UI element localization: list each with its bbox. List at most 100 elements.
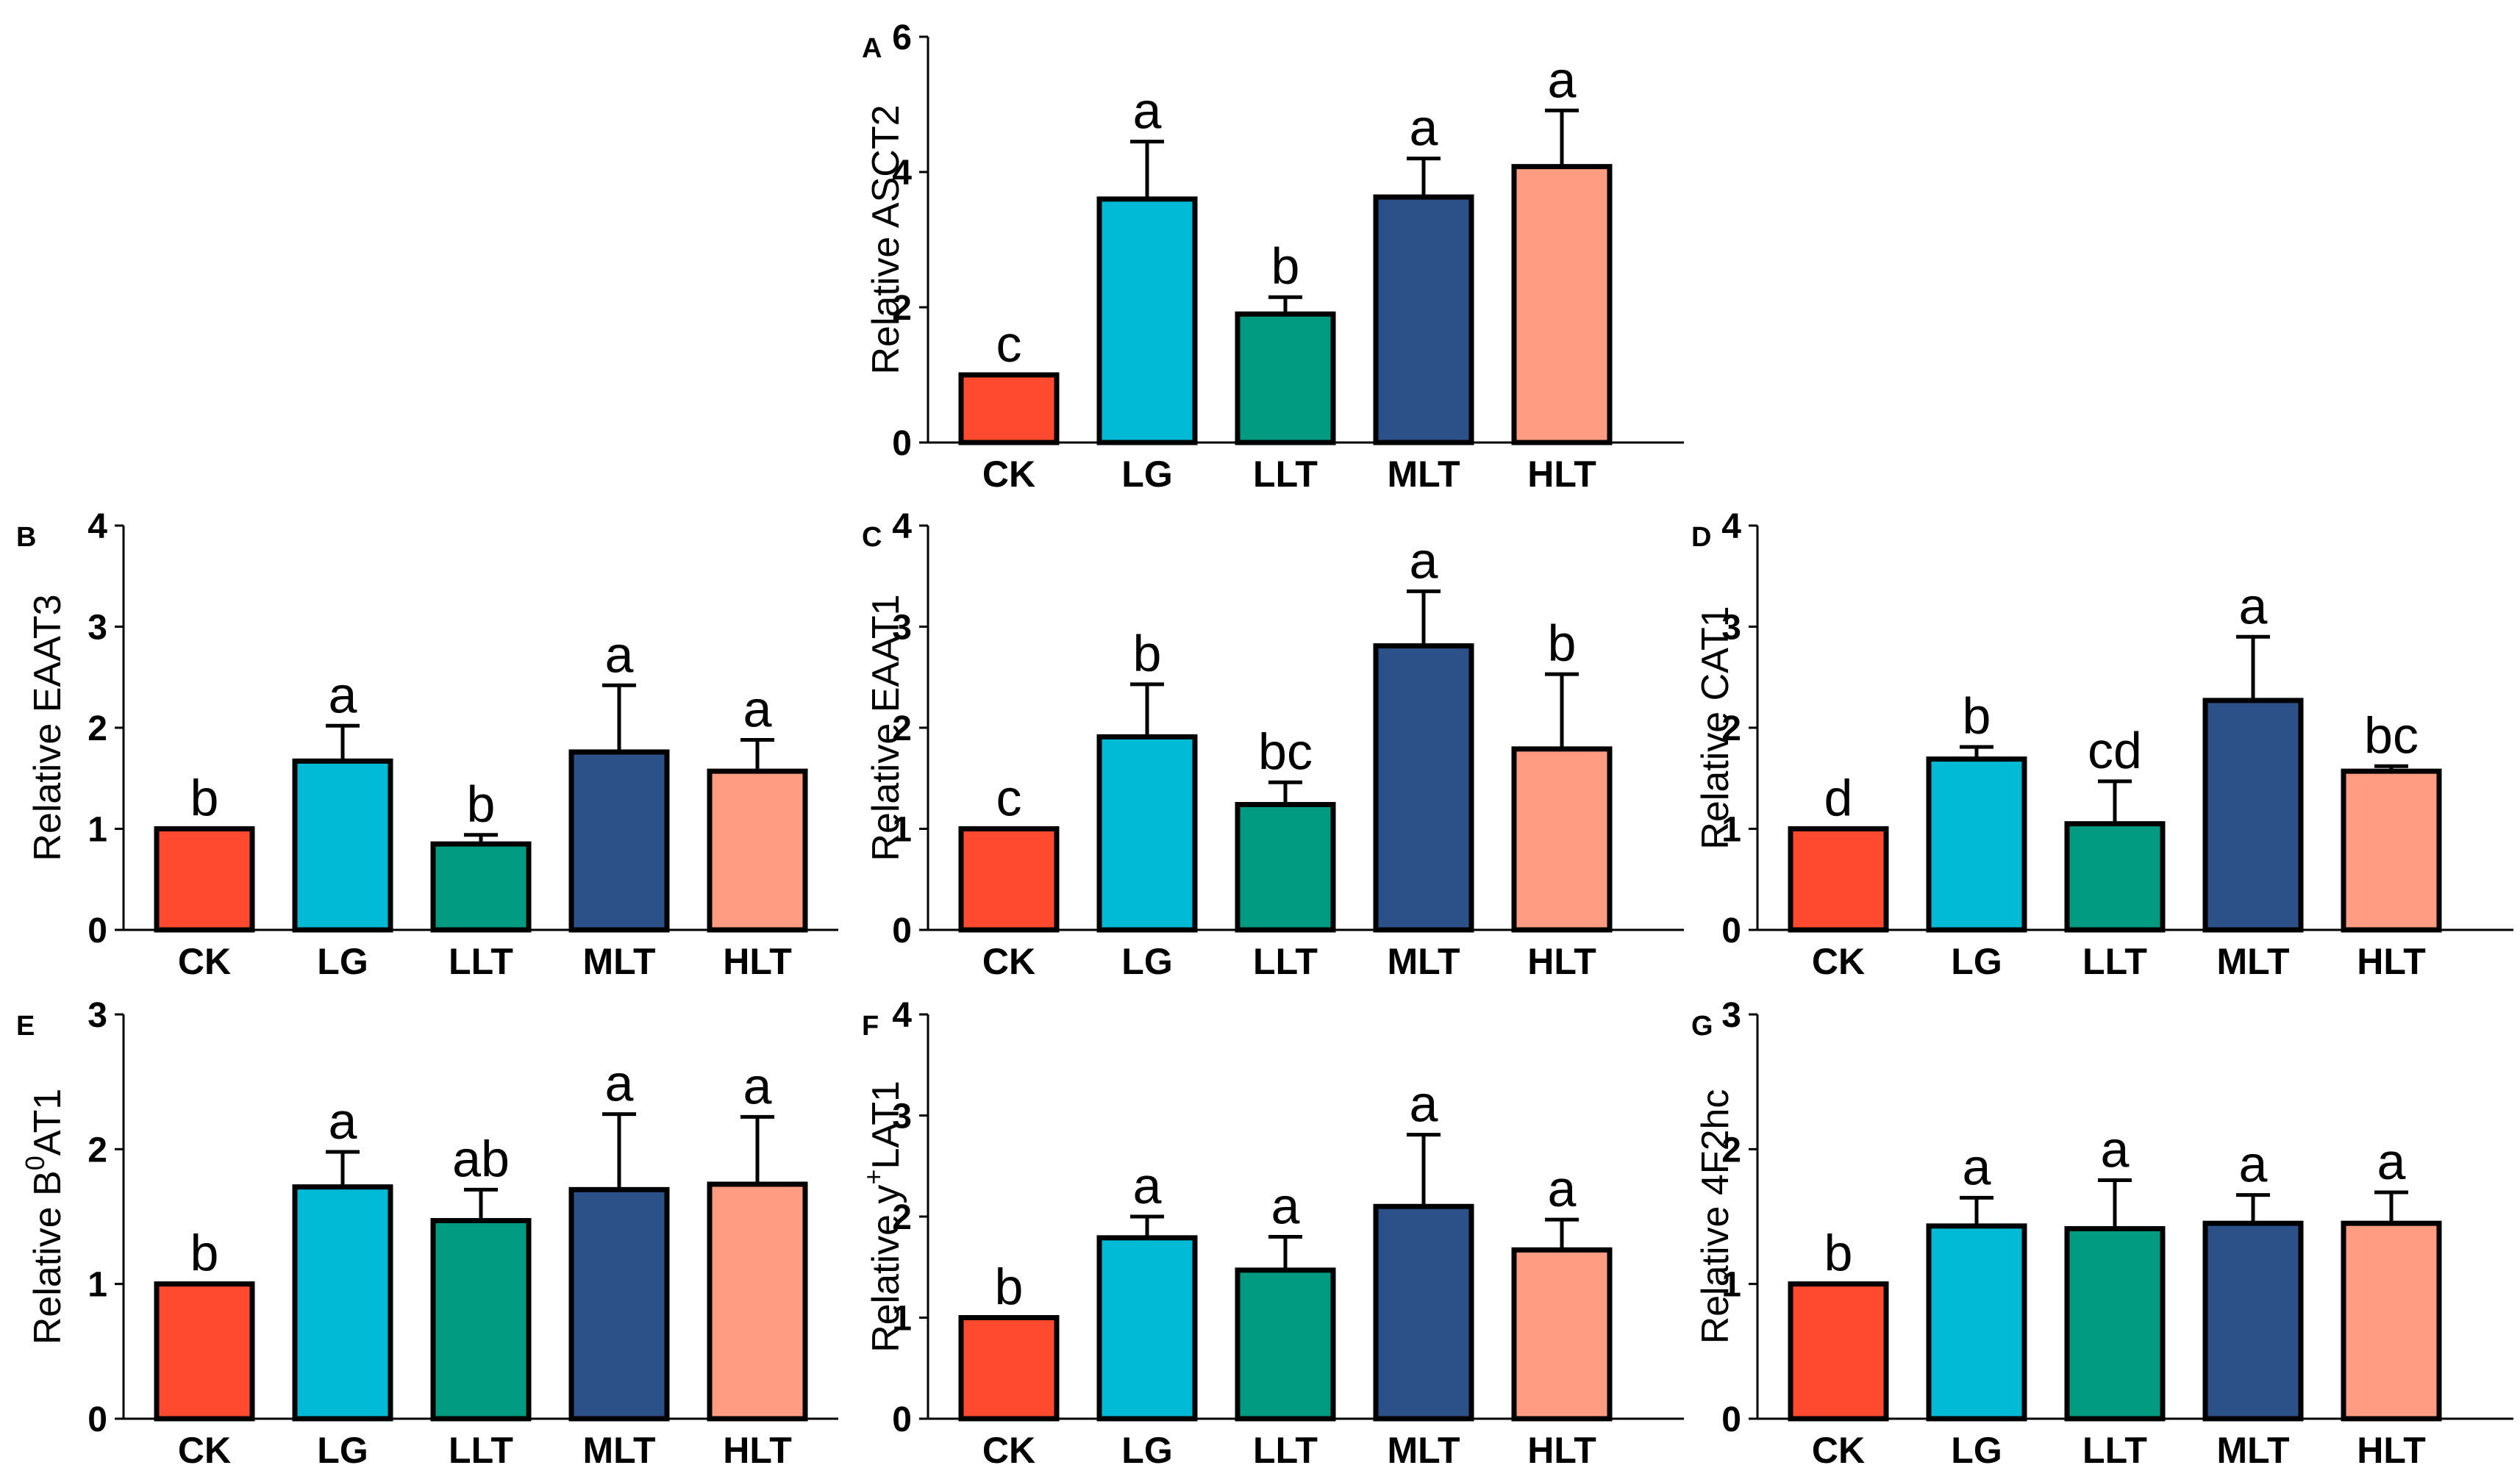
bar-llt (1235, 311, 1336, 445)
y-tick-label: 2 (88, 1131, 107, 1170)
significance-letter-ck: d (1824, 770, 1853, 827)
significance-letter-hlt: a (743, 1057, 772, 1114)
panel-letter: F (862, 1011, 879, 1042)
y-tick-label: 2 (1721, 709, 1741, 748)
category-label-ck: CK (178, 1430, 231, 1471)
significance-letter-mlt: a (1410, 99, 1438, 157)
y-tick-label: 4 (892, 507, 912, 546)
significance-letter-llt: cd (2088, 722, 2142, 779)
bar-hlt (707, 1181, 808, 1422)
significance-letter-llt: b (1271, 237, 1300, 295)
y-tick-label: 1 (88, 811, 107, 850)
significance-letter-lg: a (1133, 82, 1162, 140)
panel-b: B 0 1 2 3 4 Relative EAAT3 b CK a LG b LLT a MLT a HLT (16, 507, 838, 982)
y-axis-label-text: Relative ASCT2 (865, 104, 907, 374)
significance-letter-llt: ab (452, 1130, 510, 1187)
category-label-lg: LG (1951, 1430, 2002, 1471)
y-tick-label: 1 (88, 1266, 107, 1305)
significance-letter-llt: a (1271, 1178, 1300, 1235)
significance-letter-lg: b (1963, 687, 1991, 745)
y-axis-label-text: Relative CAT1 (1694, 606, 1737, 849)
category-label-llt: LLT (2082, 941, 2147, 982)
bar-hlt (1511, 1247, 1613, 1422)
bar-hlt (1511, 746, 1613, 933)
bar-llt (1235, 1267, 1336, 1422)
bar-hlt (707, 768, 808, 933)
category-label-hlt: HLT (1527, 454, 1596, 495)
category-label-lg: LG (1121, 454, 1172, 495)
y-tick-label: 1 (1721, 1266, 1741, 1305)
category-label-llt: LLT (1253, 454, 1318, 495)
category-label-lg: LG (1951, 941, 2002, 982)
category-label-hlt: HLT (1527, 941, 1596, 982)
bar-lg (1096, 196, 1198, 445)
y-tick-label: 1 (1721, 811, 1741, 850)
category-label-mlt: MLT (582, 941, 655, 982)
y-tick-label: 3 (892, 609, 912, 648)
category-label-lg: LG (1121, 1430, 1172, 1471)
y-tick-label: 2 (892, 289, 912, 328)
y-axis-label: Relative EAAT1 (865, 594, 907, 861)
y-tick-label: 0 (892, 912, 912, 950)
category-label-ck: CK (1812, 1430, 1865, 1471)
bar-mlt (2202, 698, 2304, 933)
significance-letter-lg: a (329, 666, 357, 723)
y-tick-label: 0 (1721, 1400, 1741, 1439)
significance-letter-llt: a (2101, 1121, 2130, 1178)
category-label-mlt: MLT (1387, 454, 1460, 495)
category-label-llt: LLT (1253, 941, 1318, 982)
y-tick-label: 2 (88, 709, 107, 748)
significance-letter-llt: b (467, 776, 496, 833)
panel-f: F 0 1 2 3 4 Relative y+LAT1 b CK a LG a LLT a MLT a HLT (858, 996, 1684, 1471)
bar-lg (292, 1184, 393, 1422)
bar-hlt (2341, 768, 2442, 933)
bar-lg (1926, 1223, 2027, 1422)
significance-letter-ck: c (996, 315, 1022, 373)
bar-ck (958, 372, 1060, 445)
y-tick-label: 4 (88, 507, 107, 546)
panel-a: A 0 2 4 6 Relative ASCT2 c CK a LG b LLT a MLT a HLT (862, 18, 1684, 495)
bar-hlt (2341, 1220, 2442, 1422)
bar-llt (1235, 802, 1336, 933)
category-label-lg: LG (317, 1430, 368, 1471)
significance-letter-mlt: a (2239, 1136, 2268, 1193)
bar-hlt (1511, 164, 1613, 445)
category-label-lg: LG (1121, 941, 1172, 982)
y-axis-label: Relative y+LAT1 (858, 1081, 907, 1353)
y-tick-label: 0 (88, 912, 107, 950)
significance-letter-hlt: bc (2364, 706, 2419, 764)
category-label-ck: CK (982, 1430, 1035, 1471)
category-label-hlt: HLT (723, 941, 791, 982)
y-axis-label: Relative CAT1 (1694, 606, 1737, 849)
y-tick-label: 6 (892, 18, 912, 57)
category-label-hlt: HLT (2357, 941, 2425, 982)
y-axis-label-text: Relative 4F2hc (1694, 1089, 1737, 1344)
y-tick-label: 0 (1721, 912, 1741, 950)
bar-mlt (568, 749, 670, 933)
y-tick-label: 4 (892, 154, 912, 193)
category-label-llt: LLT (2082, 1430, 2147, 1471)
y-tick-label: 0 (892, 1400, 912, 1439)
bar-lg (292, 758, 393, 933)
panel-letter: E (16, 1011, 35, 1042)
category-label-hlt: HLT (723, 1430, 791, 1471)
panel-letter: D (1691, 522, 1711, 553)
category-label-hlt: HLT (1527, 1430, 1596, 1471)
significance-letter-hlt: b (1548, 615, 1577, 672)
category-label-ck: CK (1812, 941, 1865, 982)
significance-letter-mlt: a (605, 1055, 634, 1112)
significance-letter-mlt: a (2239, 577, 2268, 634)
y-tick-label: 2 (892, 1198, 912, 1237)
y-tick-label: 4 (1721, 507, 1741, 546)
significance-letter-lg: a (329, 1092, 357, 1150)
significance-letter-ck: c (996, 770, 1022, 827)
panel-letter: A (862, 33, 882, 64)
category-label-ck: CK (178, 941, 231, 982)
bar-mlt (568, 1186, 670, 1422)
panel-c: C 0 1 2 3 4 Relative EAAT1 c CK b LG bc LLT a MLT b HLT (862, 507, 1684, 982)
category-label-lg: LG (317, 941, 368, 982)
y-tick-label: 2 (892, 709, 912, 748)
y-tick-label: 2 (1721, 1131, 1741, 1170)
y-tick-label: 3 (88, 609, 107, 648)
